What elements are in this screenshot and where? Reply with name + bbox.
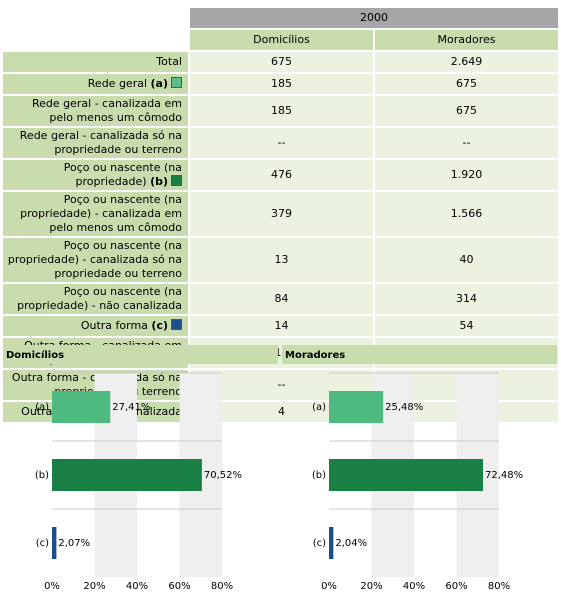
value-cell: 40 [373, 238, 558, 282]
y-tick-label: (a) [35, 402, 49, 413]
row-label: Rede geral - canalizada em pelo menos um… [31, 97, 182, 124]
y-tick-label: (b) [35, 470, 49, 481]
row-label: Poço ou nascente (na propriedade) - não … [17, 285, 182, 312]
value-cell: 54 [373, 316, 558, 336]
y-tick-label: (c) [36, 538, 49, 549]
row-label: Rede geral - canalizada só na propriedad… [19, 129, 182, 156]
y-tick-label: (a) [312, 402, 326, 413]
value-label: 72,48% [485, 470, 523, 481]
chart-title: Moradores [285, 350, 345, 361]
x-tick-label: 20% [360, 581, 382, 592]
value-cell: 185 [188, 96, 373, 126]
bar [329, 391, 384, 423]
value-cell: 675 [188, 52, 373, 72]
row-label: Poço ou nascente (na propriedade) - cana… [20, 193, 182, 234]
row-label-cell: Rede geral - canalizada em pelo menos um… [3, 96, 188, 126]
value-cell: -- [188, 128, 373, 158]
x-tick-label: 60% [445, 581, 467, 592]
table-row: Poço ou nascente (na propriedade) - cana… [3, 238, 558, 282]
x-tick-label: 60% [168, 581, 190, 592]
table-row: Rede geral (a) 185 675 [3, 74, 558, 94]
table-row: Rede geral - canalizada só na propriedad… [3, 128, 558, 158]
value-cell: 14 [188, 316, 373, 336]
x-tick-label: 40% [403, 581, 425, 592]
value-label: 2,07% [58, 538, 90, 549]
row-label-cell: Rede geral - canalizada só na propriedad… [3, 128, 188, 158]
value-cell: 84 [188, 284, 373, 314]
chart-title: Domicílios [6, 349, 64, 361]
value-label: 25,48% [385, 402, 423, 413]
table-row: Total 675 2.649 [3, 52, 558, 72]
value-cell: 314 [373, 284, 558, 314]
chart-header [282, 345, 557, 364]
row-tag: (c) [151, 319, 168, 332]
blank-cell [3, 8, 188, 28]
row-label-cell: Poço ou nascente (na propriedade) (b) [3, 160, 188, 190]
value-cell: 13 [188, 238, 373, 282]
value-cell: 379 [188, 192, 373, 236]
value-cell: -- [373, 128, 558, 158]
row-label-cell: Poço ou nascente (na propriedade) - cana… [3, 238, 188, 282]
value-cell: 2.649 [373, 52, 558, 72]
row-tag: (b) [150, 175, 168, 188]
y-tick-label: (b) [312, 470, 326, 481]
x-tick-label: 80% [488, 581, 510, 592]
charts: Domicílios 0% 20% 40% 60% 80% (a) 27,41% (b) 70,5… [3, 345, 557, 592]
row-label: Rede geral [87, 77, 148, 90]
x-tick-label: 0% [321, 581, 337, 592]
x-tick-label: 80% [211, 581, 233, 592]
value-cell: 1.920 [373, 160, 558, 190]
bar [329, 459, 484, 491]
row-tag: (a) [150, 77, 168, 90]
x-tick-label: 0% [44, 581, 60, 592]
header-row: 2000 [3, 8, 558, 28]
table-row: Rede geral - canalizada em pelo menos um… [3, 96, 558, 126]
column-row: Domicílios Moradores [3, 30, 558, 50]
value-cell: 1.566 [373, 192, 558, 236]
column-header: Domicílios [188, 30, 373, 50]
x-tick-label: 20% [83, 581, 105, 592]
value-cell: 476 [188, 160, 373, 190]
bar [52, 527, 57, 559]
row-label-cell: Poço ou nascente (na propriedade) - cana… [3, 192, 188, 236]
row-label-cell: Total [3, 52, 188, 72]
row-label-cell: Rede geral (a) [3, 74, 188, 94]
table-row: Poço ou nascente (na propriedade) - não … [3, 284, 558, 314]
value-label: 2,04% [335, 538, 367, 549]
table-row: Poço ou nascente (na propriedade) (b) 476… [3, 160, 558, 190]
table-row: Outra forma (c) 14 54 [3, 316, 558, 336]
value-label: 70,52% [204, 470, 242, 481]
row-label: Total [156, 55, 182, 68]
column-header: Moradores [373, 30, 558, 50]
legend-swatch [171, 175, 182, 186]
year-header: 2000 [188, 8, 558, 28]
value-cell: 185 [188, 74, 373, 94]
bar [329, 527, 334, 559]
value-cell: 675 [373, 74, 558, 94]
legend-swatch [171, 77, 182, 88]
row-label-cell: Outra forma (c) [3, 316, 188, 336]
x-tick-label: 40% [126, 581, 148, 592]
table-row: Poço ou nascente (na propriedade) - cana… [3, 192, 558, 236]
row-label: Outra forma [80, 319, 148, 332]
legend-swatch [171, 319, 182, 330]
bar [52, 391, 111, 423]
row-label: Poço ou nascente (na propriedade) - cana… [7, 239, 182, 280]
value-cell: 675 [373, 96, 558, 126]
y-tick-label: (c) [313, 538, 326, 549]
row-label: Poço ou nascente (na propriedade) [63, 161, 182, 188]
chart-header [3, 345, 278, 364]
bar [52, 459, 202, 491]
value-label: 27,41% [112, 402, 150, 413]
blank-cell [3, 30, 188, 50]
row-label-cell: Poço ou nascente (na propriedade) - não … [3, 284, 188, 314]
